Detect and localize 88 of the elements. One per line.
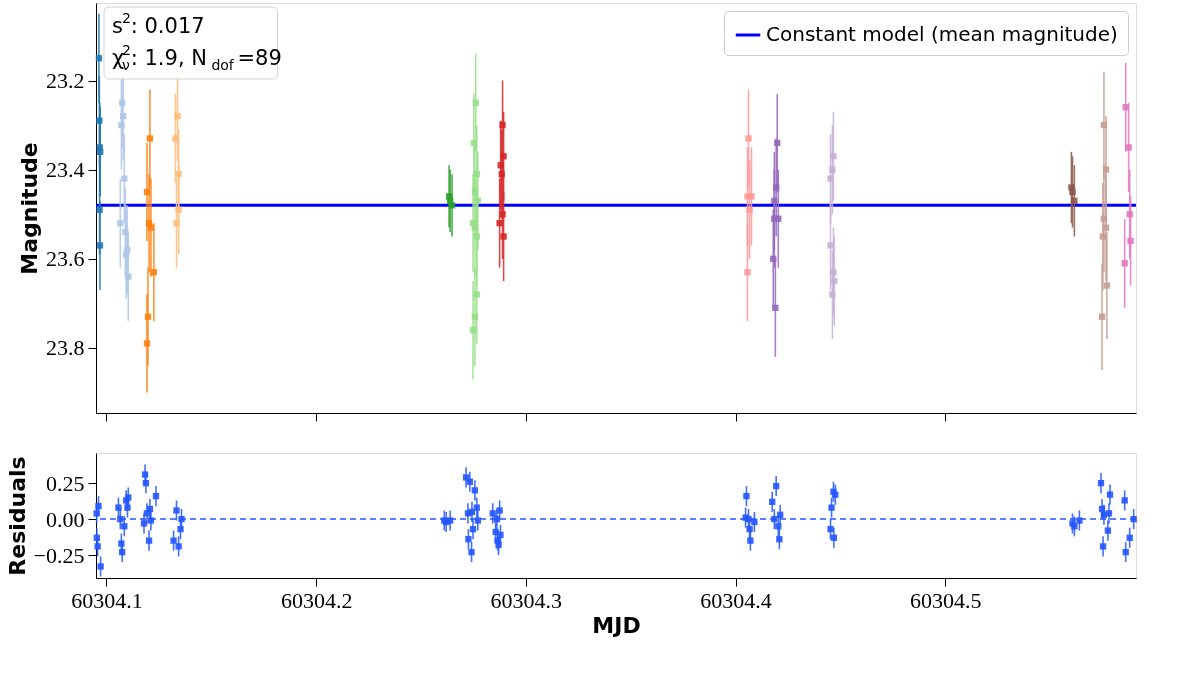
y-tick-label: 0.25 — [46, 470, 85, 496]
x-tick-label: 60304.4 — [700, 587, 772, 613]
point — [125, 273, 132, 280]
point — [745, 135, 752, 142]
point — [146, 135, 154, 142]
point — [143, 188, 151, 196]
point — [147, 224, 155, 231]
point — [829, 291, 836, 298]
point — [122, 228, 129, 236]
point — [474, 197, 481, 205]
point — [1102, 166, 1110, 173]
point — [827, 175, 834, 182]
x-tick-label: 60304.5 — [909, 587, 982, 613]
point — [499, 121, 506, 129]
point — [143, 340, 151, 347]
point — [830, 153, 837, 160]
point — [121, 175, 128, 182]
point — [827, 242, 834, 249]
point — [774, 139, 781, 147]
point — [172, 135, 179, 142]
point — [117, 219, 124, 227]
point — [473, 233, 480, 240]
y-axis-title: Residuals — [4, 456, 30, 576]
point — [470, 139, 477, 147]
point — [773, 184, 780, 191]
point — [1071, 197, 1078, 205]
point — [775, 215, 782, 222]
y-tick-label: 23.4 — [46, 157, 85, 183]
point — [744, 269, 751, 276]
y-axis-title: Magnitude — [17, 142, 42, 275]
point — [1100, 215, 1108, 222]
point — [498, 170, 505, 178]
point — [499, 211, 506, 218]
point — [1099, 233, 1107, 240]
point — [95, 55, 103, 62]
point — [1125, 144, 1132, 151]
point — [469, 326, 477, 334]
point — [96, 206, 103, 213]
point — [770, 255, 777, 262]
y-tick-label: 23.8 — [46, 335, 85, 361]
y-tick-label: 0.00 — [46, 506, 85, 532]
x-axis-title: MJD — [592, 612, 641, 638]
point — [144, 313, 152, 320]
point — [471, 313, 479, 320]
point — [96, 117, 103, 124]
point — [500, 233, 507, 240]
point — [473, 291, 480, 298]
point — [175, 170, 182, 178]
legend-label: Constant model (mean magnitude) — [766, 22, 1118, 46]
point — [1126, 211, 1133, 218]
point — [829, 166, 836, 173]
x-tick-label: 60304.3 — [490, 587, 563, 613]
point — [1127, 237, 1134, 245]
x-tick-label: 60304.1 — [71, 587, 143, 613]
point — [1122, 104, 1129, 111]
point — [748, 193, 755, 200]
point — [175, 206, 182, 213]
point — [119, 99, 126, 106]
x-tick-label: 60304.2 — [280, 587, 353, 613]
y-tick-label: −0.25 — [33, 542, 85, 568]
point — [472, 99, 479, 106]
point — [471, 224, 479, 231]
point — [1100, 121, 1108, 129]
point — [97, 148, 104, 156]
point — [150, 269, 158, 276]
point — [96, 242, 104, 249]
point — [448, 202, 456, 209]
point — [500, 153, 507, 160]
y-tick-label: 23.2 — [46, 68, 85, 94]
point — [746, 206, 753, 213]
point — [771, 197, 778, 205]
point — [497, 162, 504, 169]
point — [496, 219, 503, 227]
point — [473, 170, 480, 178]
point — [830, 269, 837, 276]
point — [772, 304, 779, 311]
point — [118, 121, 125, 129]
point — [831, 277, 838, 285]
point — [173, 219, 180, 227]
point — [1121, 260, 1128, 267]
point — [1098, 313, 1106, 320]
point — [120, 113, 127, 120]
point — [1102, 224, 1110, 231]
point — [1069, 188, 1076, 196]
point — [1103, 282, 1111, 289]
point — [123, 251, 130, 258]
y-tick-label: 23.6 — [46, 246, 85, 272]
point — [174, 113, 181, 120]
